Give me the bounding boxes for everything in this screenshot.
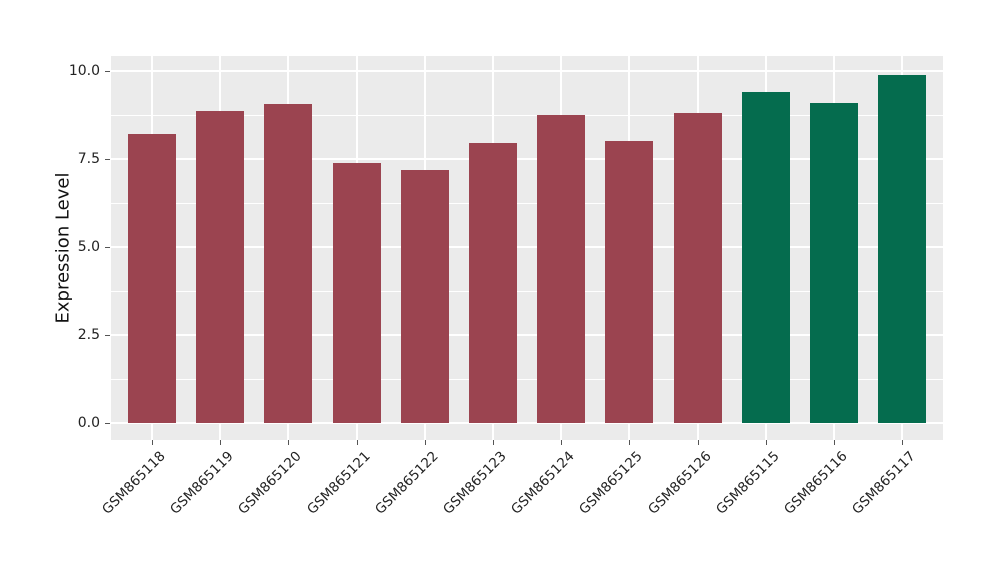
x-tick-mark (288, 440, 290, 445)
x-tick-mark (492, 440, 494, 445)
y-tick-mark (105, 247, 110, 248)
bar (741, 92, 790, 423)
bar (537, 115, 586, 423)
bar (673, 113, 722, 423)
major-gridline-h (111, 246, 943, 248)
x-tick-mark (697, 440, 699, 445)
x-tick-mark (629, 440, 631, 445)
x-tick-mark (356, 440, 358, 445)
y-tick-mark (105, 159, 110, 160)
major-gridline-h (111, 334, 943, 336)
y-tick-label: 5.0 (77, 239, 100, 255)
y-tick-mark (105, 335, 110, 336)
y-tick-mark (105, 71, 110, 72)
major-gridline-h (111, 158, 943, 160)
plot-panel (111, 56, 943, 440)
bar (264, 104, 313, 423)
bar (878, 74, 927, 423)
y-tick-label: 2.5 (77, 327, 100, 343)
x-tick-mark (424, 440, 426, 445)
y-tick-label: 7.5 (77, 151, 100, 167)
major-gridline-h (111, 70, 943, 72)
x-tick-mark (151, 440, 153, 445)
y-tick-label: 0.0 (77, 415, 100, 431)
minor-gridline-h (111, 291, 943, 292)
major-gridline-h (111, 422, 943, 424)
y-axis-title: Expression Level (52, 172, 74, 324)
x-tick-mark (765, 440, 767, 445)
x-tick-mark (833, 440, 835, 445)
bar (468, 143, 517, 423)
y-tick-label: 10.0 (68, 63, 100, 79)
minor-gridline-h (111, 115, 943, 116)
bar (127, 134, 176, 423)
x-tick-mark (902, 440, 904, 445)
minor-gridline-h (111, 379, 943, 380)
minor-gridline-h (111, 203, 943, 204)
x-tick-mark (561, 440, 563, 445)
bar (605, 141, 654, 423)
x-tick-mark (220, 440, 222, 445)
bar (196, 111, 245, 423)
bar (809, 102, 858, 423)
bar (400, 169, 449, 423)
bar (332, 162, 381, 423)
y-tick-mark (105, 423, 110, 424)
